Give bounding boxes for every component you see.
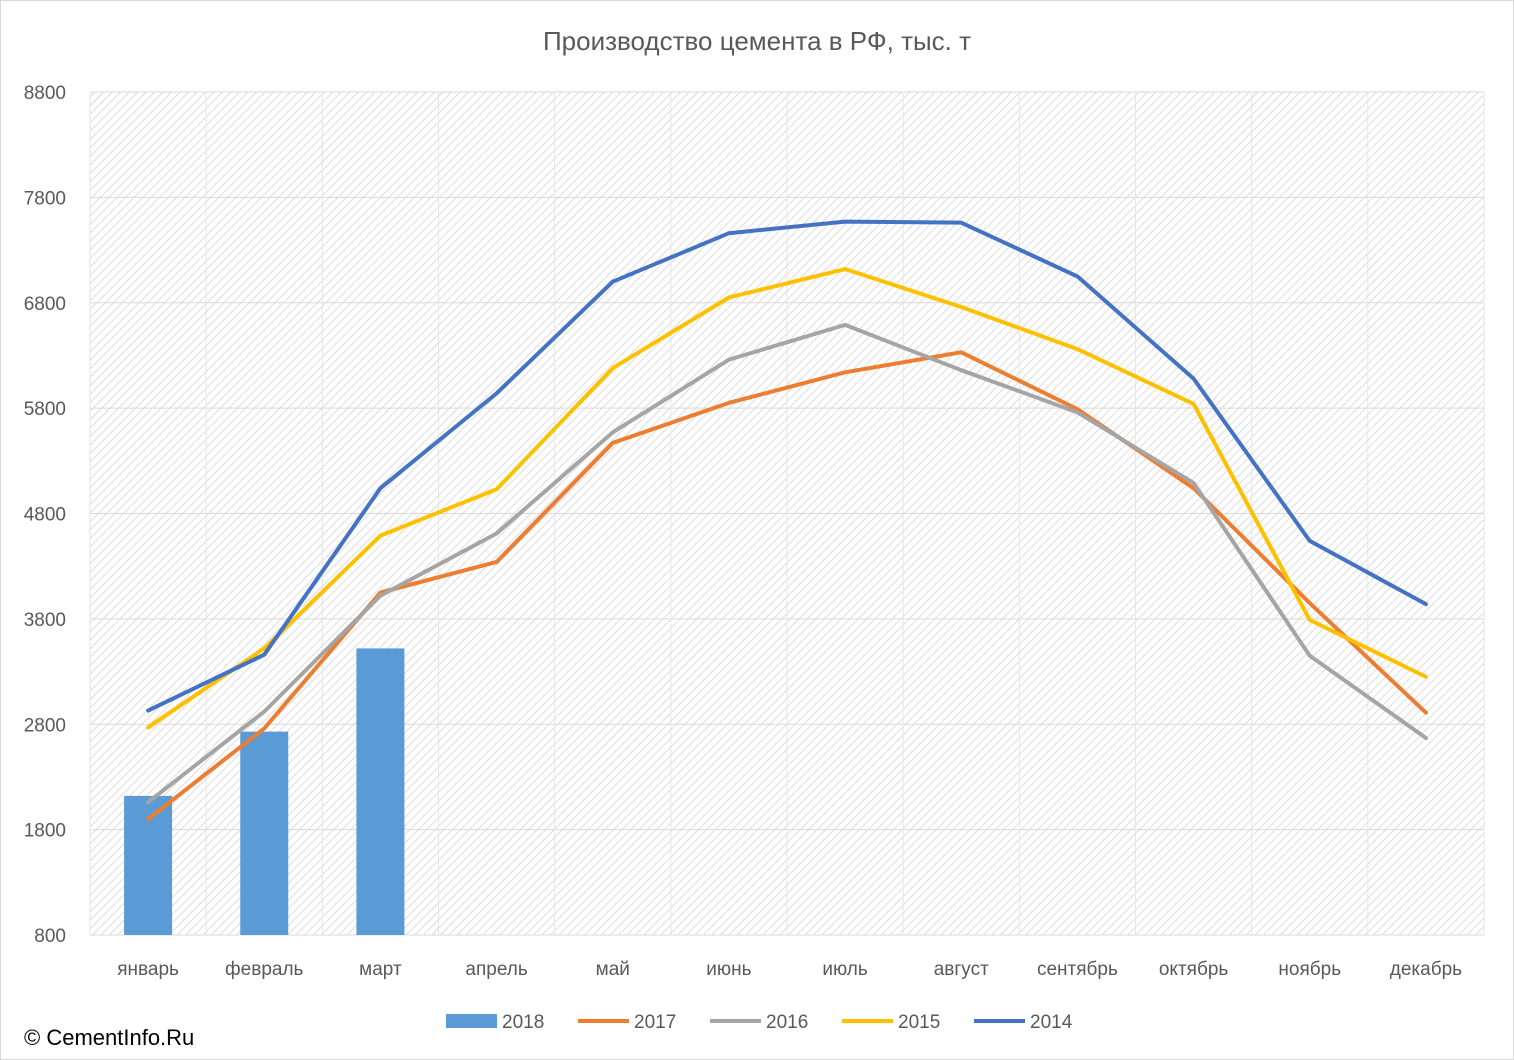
y-tick-label: 800 [34,926,66,947]
copyright-text: © CementInfo.Ru [24,1025,195,1050]
x-tick-label: май [596,959,630,980]
legend-label-2017: 2017 [634,1012,676,1033]
line-series-2015 [146,267,1428,730]
line-series [146,219,1428,822]
y-tick-label: 6800 [24,294,66,315]
x-tick-label: январь [117,959,179,980]
legend-swatch-2018 [446,1014,497,1028]
line-series-2014 [146,219,1428,713]
legend-label-2015: 2015 [898,1012,940,1033]
x-tick-label: сентябрь [1037,959,1118,980]
y-tick-label: 5800 [24,399,66,420]
gridlines [89,91,1485,936]
bar-2018-февраль [240,731,289,935]
x-tick-label: декабрь [1390,959,1462,980]
x-tick-label: июнь [706,959,751,980]
x-tick-label: апрель [465,959,527,980]
x-tick-label: октябрь [1159,959,1229,980]
legend: 2018 2017 2016 2015 2014 [446,1012,1073,1033]
x-tick-label: август [934,959,989,980]
x-tick-label: ноябрь [1278,959,1341,980]
legend-label-2018: 2018 [502,1012,544,1033]
y-tick-label: 1800 [24,821,66,842]
y-tick-label: 2800 [24,715,66,736]
y-tick-label: 3800 [24,610,66,631]
line-series-2016 [146,322,1428,805]
x-axis-ticks: январь февраль март апрель май июнь июль август… [117,959,1462,980]
x-tick-label: февраль [225,959,304,980]
y-tick-label: 8800 [24,83,66,104]
chart-title: Производство цемента в РФ, тыс. т [543,26,971,56]
legend-label-2014: 2014 [1030,1012,1073,1033]
y-tick-label: 7800 [24,188,66,209]
y-tick-label: 4800 [24,505,66,526]
x-tick-label: март [359,959,402,980]
bar-2018-март [356,648,405,935]
x-tick-label: июль [822,959,868,980]
legend-label-2016: 2016 [766,1012,808,1033]
y-axis-ticks: 800 1800 2800 3800 4800 5800 6800 7800 8800 [24,83,66,947]
